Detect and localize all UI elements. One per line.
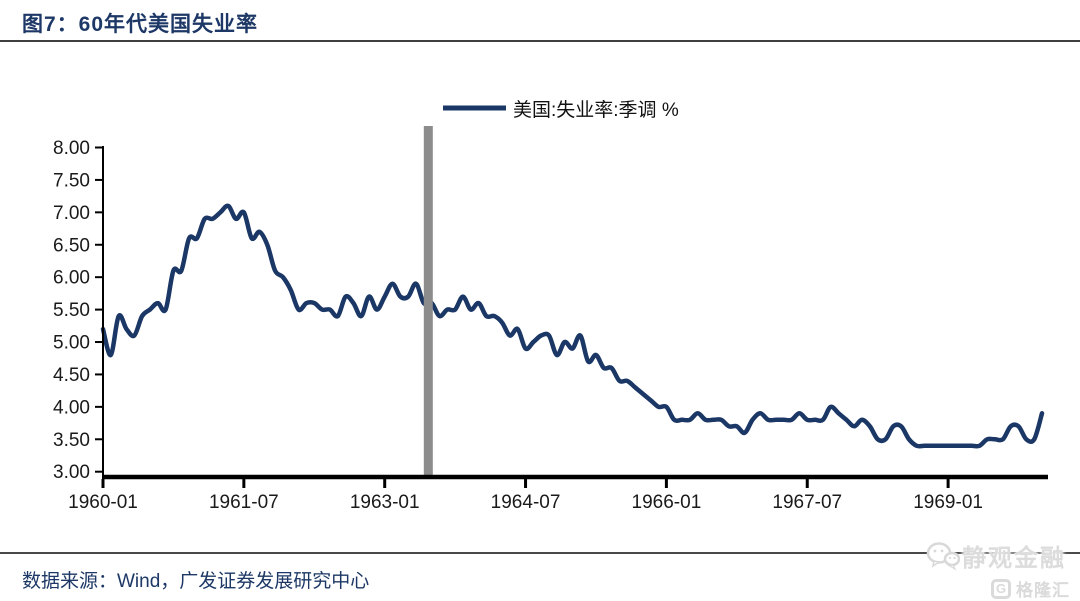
x-tick-label: 1961-07 <box>209 492 279 513</box>
y-tick-label: 6.50 <box>53 235 90 256</box>
watermark-name: 静观金融 <box>962 545 1066 572</box>
header-divider <box>0 40 1080 42</box>
figure-title: 图7：60年代美国失业率 <box>22 13 259 36</box>
x-tick-label: 1960-01 <box>68 492 138 513</box>
y-tick-label: 6.00 <box>53 268 90 289</box>
y-tick-label: 5.50 <box>53 300 90 321</box>
y-tick-label: 8.00 <box>53 138 90 159</box>
series-line <box>100 203 1045 449</box>
footer-divider <box>0 552 1080 554</box>
watermark: 静观金融 <box>926 538 1066 573</box>
y-tick-label: 3.50 <box>53 430 90 451</box>
x-tick-label: 1967-07 <box>772 492 842 513</box>
x-tick-label: 1963-01 <box>350 492 420 513</box>
event-vline <box>423 126 433 475</box>
x-tick-label: 1969-01 <box>913 492 983 513</box>
axis-layer: 8.00 7.50 7.00 6.50 6.00 5.50 5.00 4.50 4.00 3.50… <box>53 138 1048 513</box>
legend-label: 美国:失业率:季调 % <box>513 99 679 121</box>
chat-bubbles-icon <box>926 541 960 571</box>
x-tick-label: 1966-01 <box>632 492 702 513</box>
y-tick-label: 4.50 <box>53 365 90 386</box>
chart-legend: 美国:失业率:季调 % <box>443 99 679 121</box>
y-tick-label: 7.50 <box>53 170 90 191</box>
gelonghui-logo-icon: G <box>991 578 1011 599</box>
y-tick-label: 3.00 <box>53 462 90 483</box>
x-tick-label: 1964-07 <box>491 492 561 513</box>
data-source: 数据来源：Wind，广发证券发展研究中心 <box>22 571 370 592</box>
gelonghui-logo: G 格隆汇 <box>991 576 1070 601</box>
event-layer <box>423 126 433 475</box>
gelonghui-logo-name: 格隆汇 <box>1016 581 1070 600</box>
y-tick-label: 5.00 <box>53 333 90 354</box>
y-tick-label: 7.00 <box>53 203 90 224</box>
series-layer <box>100 203 1045 449</box>
y-tick-label: 4.00 <box>53 397 90 418</box>
